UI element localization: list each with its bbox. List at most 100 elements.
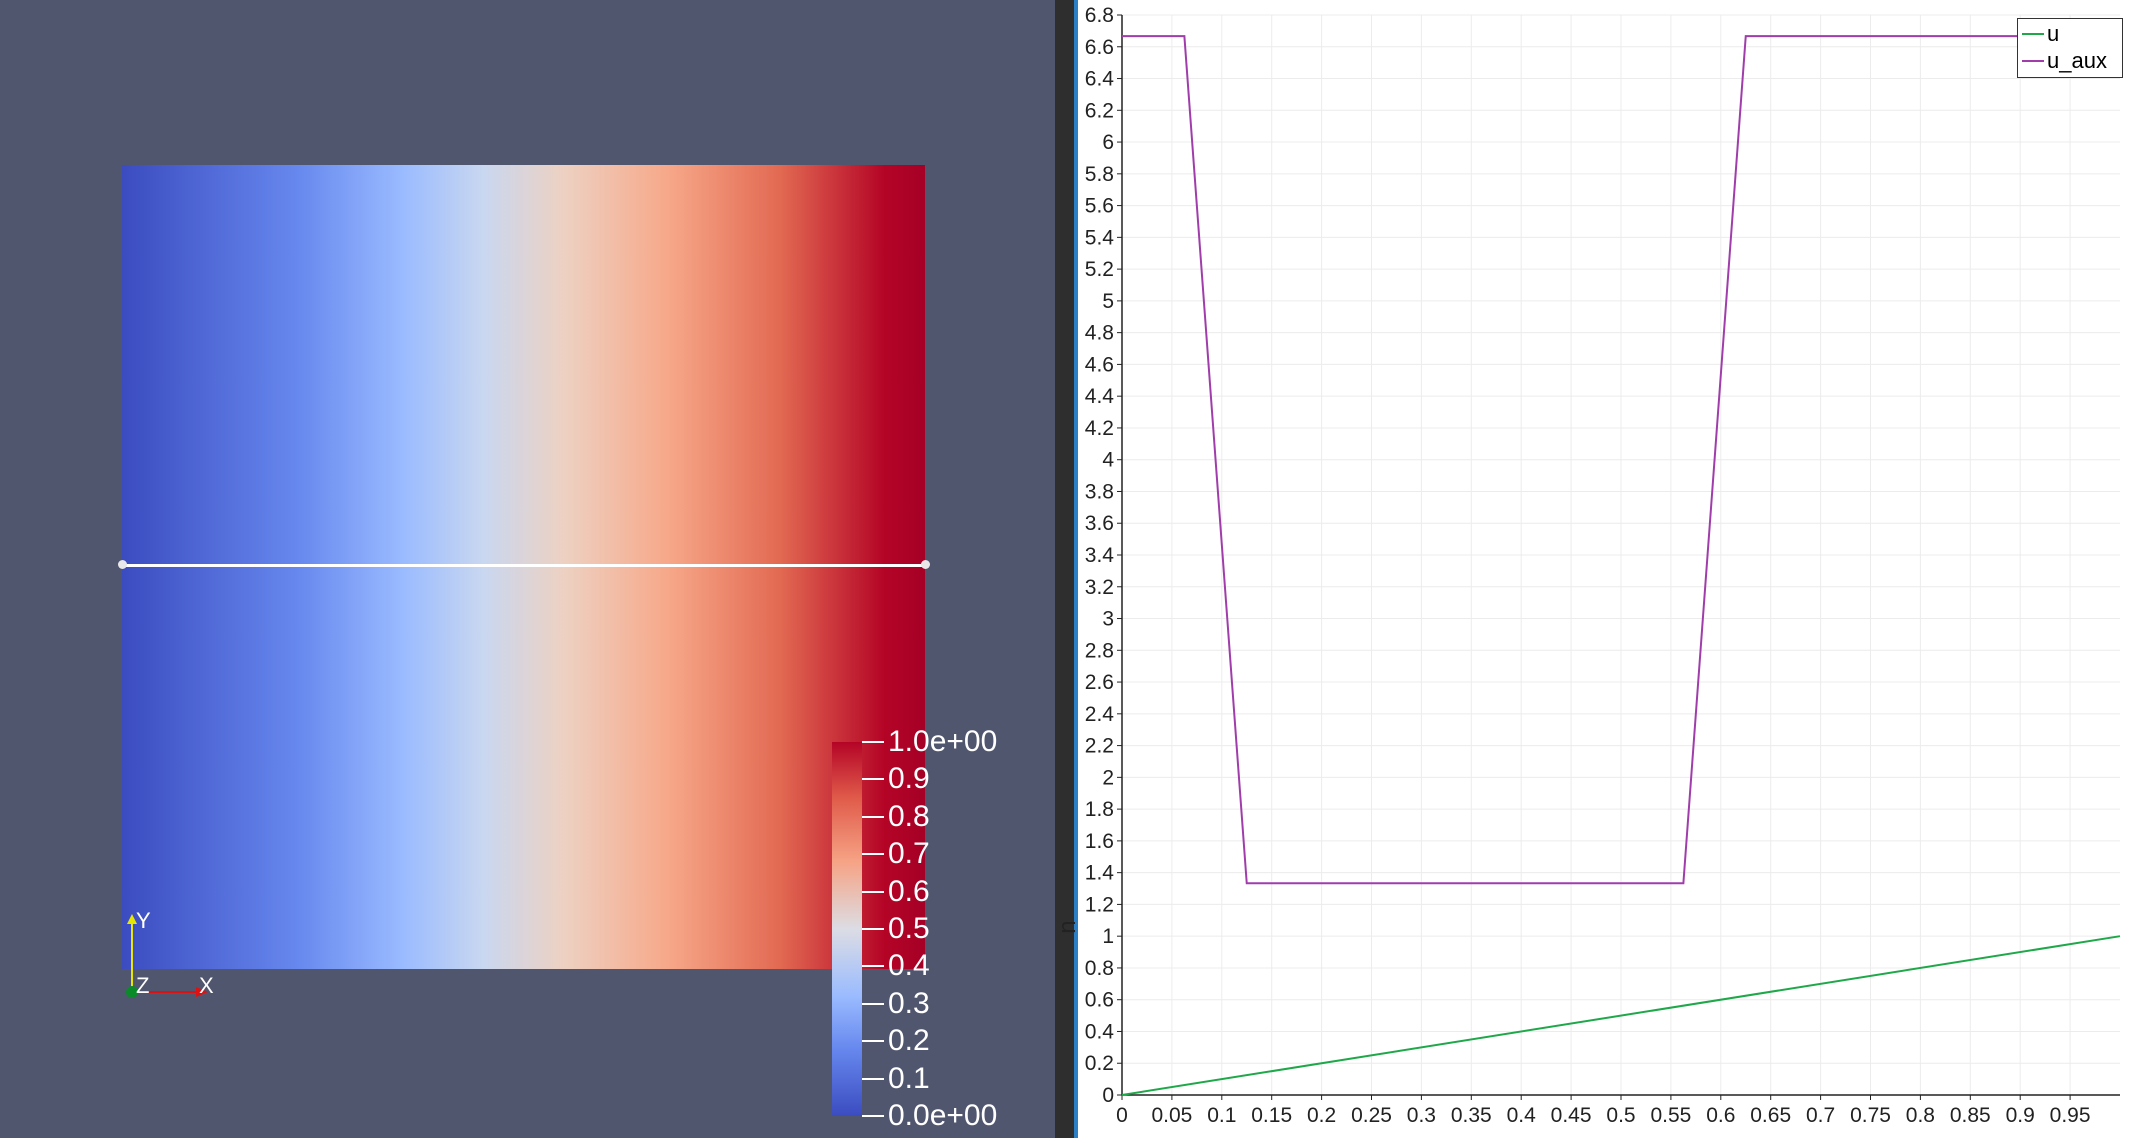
color-legend-tick bbox=[862, 890, 884, 893]
color-legend-tick bbox=[862, 928, 884, 930]
color-legend-tick bbox=[862, 815, 884, 818]
legend-swatch-u-aux bbox=[2022, 60, 2044, 62]
color-legend-label: 0.9 bbox=[888, 762, 930, 796]
color-legend-bar bbox=[832, 742, 862, 1116]
series-line-u-aux bbox=[1122, 35, 2120, 885]
y-tick-label: 0.2 bbox=[1085, 1052, 1114, 1075]
line-chart: 0 0.2 0.4 0.6 0.8 1 1.2 1.4 1.6 1.8 2 2.2 2.4 2.6 2.8 3… bbox=[1085, 4, 2121, 1127]
x-tick-label: 0.2 bbox=[1307, 1104, 1336, 1127]
y-tick-label: 3.8 bbox=[1085, 480, 1114, 503]
legend-label-u-aux: u_aux bbox=[2047, 48, 2107, 73]
color-legend-tick bbox=[862, 965, 884, 968]
x-tick-label: 0.9 bbox=[2006, 1104, 2035, 1127]
axis-label-y: Y bbox=[136, 908, 151, 933]
color-legend-tick bbox=[862, 853, 884, 856]
y-tick-label: 5.8 bbox=[1085, 163, 1114, 186]
x-axis-arrow-icon bbox=[196, 987, 208, 997]
probe-start-handle[interactable] bbox=[118, 560, 127, 569]
y-tick-label: 3.6 bbox=[1085, 512, 1114, 535]
y-tick-label: 5 bbox=[1102, 290, 1114, 313]
color-legend-label: 0.7 bbox=[888, 837, 930, 871]
y-tick-label: 5.4 bbox=[1085, 226, 1115, 249]
axis-label-x: X bbox=[199, 973, 214, 998]
render-view[interactable]: Y X Z 1.0e+00 0.9 0.8 0.7 0.6 0.5 0.4 0.3 0.2 0.1… bbox=[0, 0, 1055, 1138]
series-line-u bbox=[1121, 935, 2121, 1096]
y-tick-label: 0.6 bbox=[1085, 989, 1114, 1012]
color-legend-label: 0.8 bbox=[888, 799, 930, 833]
y-tick-label: 6 bbox=[1102, 131, 1114, 154]
x-tick-label: 0 bbox=[1116, 1104, 1128, 1127]
y-tick-label: 6.2 bbox=[1085, 99, 1114, 122]
y-tick-label: 0.4 bbox=[1085, 1020, 1115, 1043]
probe-end-handle[interactable] bbox=[921, 560, 930, 569]
legend-entry-u[interactable]: u bbox=[2022, 21, 2059, 47]
view-splitter[interactable] bbox=[1055, 0, 1074, 1138]
color-legend-label: 0.1 bbox=[888, 1061, 930, 1095]
legend-swatch-u bbox=[2022, 33, 2044, 35]
x-tick-label: 0.85 bbox=[1950, 1104, 1991, 1127]
color-legend-label: 0.5 bbox=[888, 912, 930, 945]
orientation-axes bbox=[126, 914, 208, 998]
active-view-border bbox=[1074, 0, 1078, 1138]
x-tick-label: 0.6 bbox=[1706, 1104, 1735, 1127]
y-tick-label: 6.8 bbox=[1085, 4, 1114, 27]
y-tick-label: 3 bbox=[1102, 608, 1114, 631]
color-legend-label: 0.2 bbox=[888, 1024, 930, 1058]
color-legend-label: 1.0e+00 bbox=[888, 725, 998, 758]
y-axis-arrow-icon bbox=[127, 914, 137, 924]
color-legend-tick bbox=[862, 1002, 884, 1005]
y-tick-label: 2.4 bbox=[1085, 703, 1115, 726]
color-legend-tick bbox=[862, 741, 884, 743]
y-tick-label: 1.8 bbox=[1085, 798, 1114, 821]
y-tick-label: 5.6 bbox=[1085, 195, 1114, 218]
x-tick-label: 0.55 bbox=[1650, 1104, 1691, 1127]
color-legend-label: 0.4 bbox=[888, 949, 930, 983]
y-tick-label: 4.4 bbox=[1085, 385, 1115, 408]
color-legend-tick bbox=[862, 1115, 884, 1117]
chart-ylabel: u bbox=[1056, 920, 1083, 934]
color-legend-tick bbox=[862, 1040, 884, 1043]
axis-label-z: Z bbox=[136, 973, 150, 998]
color-legend-label: 0.0e+00 bbox=[888, 1099, 998, 1132]
y-tick-label: 0.8 bbox=[1085, 957, 1114, 980]
y-tick-label: 1 bbox=[1102, 925, 1114, 948]
z-axis-dot-icon bbox=[126, 986, 138, 998]
slice-surface bbox=[122, 165, 925, 969]
x-tick-label: 0.75 bbox=[1850, 1104, 1891, 1127]
x-tick-label: 0.4 bbox=[1507, 1104, 1537, 1127]
y-tick-label: 1.6 bbox=[1085, 830, 1114, 853]
color-legend-label: 0.6 bbox=[888, 874, 930, 908]
x-tick-label: 0.15 bbox=[1251, 1104, 1292, 1127]
x-tick-label: 0.95 bbox=[2050, 1104, 2091, 1127]
y-tick-label: 2.6 bbox=[1085, 671, 1114, 694]
plot-over-line-probe[interactable] bbox=[122, 564, 925, 567]
legend-label-u: u bbox=[2047, 21, 2060, 46]
y-tick-label: 4.2 bbox=[1085, 417, 1114, 440]
y-tick-label: 1.4 bbox=[1085, 862, 1115, 885]
x-tick-label: 0.35 bbox=[1451, 1104, 1492, 1127]
chart-legend[interactable]: u u_aux bbox=[2017, 18, 2123, 78]
y-tick-label: 2.2 bbox=[1085, 735, 1114, 758]
x-tick-label: 0.1 bbox=[1207, 1104, 1236, 1127]
x-tick-label: 0.65 bbox=[1750, 1104, 1791, 1127]
y-tick-label: 2 bbox=[1102, 766, 1114, 789]
x-tick-label: 0.8 bbox=[1906, 1104, 1935, 1127]
y-tick-label: 6.4 bbox=[1085, 68, 1115, 91]
x-tick-label: 0.05 bbox=[1151, 1104, 1192, 1127]
x-tick-label: 0.3 bbox=[1407, 1104, 1436, 1127]
color-legend-label: 0.3 bbox=[888, 986, 930, 1020]
legend-entry-u-aux[interactable]: u_aux bbox=[2022, 48, 2107, 74]
y-tick-label: 4 bbox=[1102, 449, 1114, 472]
x-tick-label: 0.45 bbox=[1551, 1104, 1592, 1127]
color-legend-tick bbox=[862, 778, 884, 781]
y-tick-label: 1.2 bbox=[1085, 893, 1114, 916]
line-chart-view[interactable]: 0 0.2 0.4 0.6 0.8 1 1.2 1.4 1.6 1.8 2 2.2 2.4 2.6 2.8 3… bbox=[1056, 0, 2142, 1138]
x-tick-label: 0.7 bbox=[1806, 1104, 1835, 1127]
y-tick-label: 2.8 bbox=[1085, 639, 1114, 662]
y-tick-label: 6.6 bbox=[1085, 36, 1114, 59]
y-tick-label: 0 bbox=[1102, 1084, 1114, 1107]
y-tick-label: 3.4 bbox=[1085, 544, 1115, 567]
x-tick-label: 0.25 bbox=[1351, 1104, 1392, 1127]
y-tick-label: 4.6 bbox=[1085, 353, 1114, 376]
y-tick-label: 3.2 bbox=[1085, 576, 1114, 599]
